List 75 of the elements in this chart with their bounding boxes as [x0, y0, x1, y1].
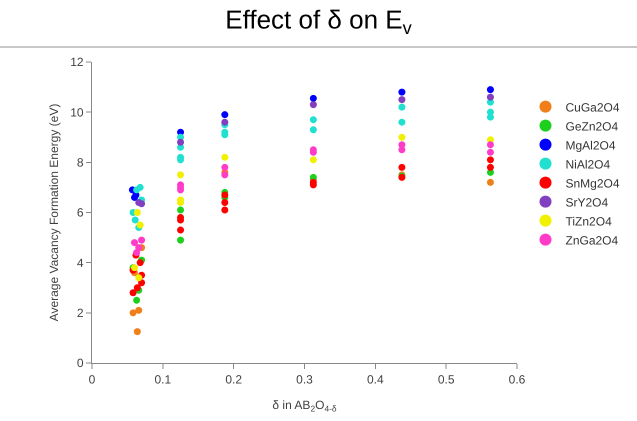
point	[135, 274, 142, 282]
point	[177, 138, 184, 146]
point	[221, 154, 228, 161]
point	[310, 116, 317, 124]
legend-label: ZnGa2O4	[566, 233, 619, 248]
point	[398, 96, 406, 104]
x-tick-label: 0.2	[225, 372, 242, 386]
x-tick-label: 0.1	[154, 372, 172, 386]
legend-label: CuGa2O4	[566, 100, 620, 114]
point	[177, 236, 184, 244]
point	[134, 209, 141, 216]
point	[398, 146, 406, 154]
legend-label: GeZn2O4	[566, 119, 619, 134]
point	[486, 94, 494, 101]
point	[310, 156, 317, 164]
y-tick-label: 10	[70, 105, 84, 120]
point	[131, 239, 138, 246]
legend-label: SnMg2O4	[566, 176, 620, 190]
point	[134, 328, 141, 336]
point	[398, 118, 406, 126]
y-tick-label: 4	[76, 256, 84, 270]
point	[133, 186, 140, 194]
point	[221, 118, 228, 126]
point	[130, 309, 137, 316]
point	[177, 171, 184, 178]
point	[133, 249, 140, 256]
point	[310, 126, 317, 134]
point	[136, 222, 144, 229]
point	[486, 141, 494, 148]
point	[221, 191, 228, 198]
x-axis-title: δ in AB$_{2}$O$_{4-δ}$	[272, 398, 337, 414]
point	[136, 259, 144, 266]
x-tick-label: 0.6	[508, 372, 526, 386]
point	[398, 104, 406, 111]
chart-title: Effect of δ on E$_{v}$	[225, 4, 413, 38]
point	[310, 94, 317, 102]
legend-label: SrY2O4	[566, 195, 609, 210]
point	[486, 86, 494, 94]
x-tick-label: 0.4	[366, 372, 384, 386]
point	[135, 306, 142, 314]
point	[221, 164, 228, 171]
legend-label: TiZn2O4	[566, 214, 612, 228]
legend-label: MgAl2O4	[566, 138, 616, 152]
point	[486, 178, 494, 186]
point	[398, 164, 406, 171]
point	[177, 226, 184, 234]
point	[398, 134, 406, 141]
point	[177, 206, 184, 214]
y-tick-label: 2	[76, 306, 84, 320]
y-tick-label: 0	[76, 356, 84, 370]
point	[486, 114, 494, 121]
point	[133, 296, 140, 304]
point	[131, 194, 138, 201]
y-tick-label: 12	[70, 55, 84, 70]
x-tick-label: 0	[88, 372, 96, 386]
point	[310, 101, 317, 108]
point	[221, 198, 228, 206]
point	[132, 216, 139, 224]
point	[486, 148, 494, 156]
point	[134, 284, 141, 292]
legend-label: NiAl2O4	[566, 157, 611, 172]
point	[398, 88, 406, 96]
point	[486, 156, 494, 164]
point	[138, 200, 146, 208]
y-axis-title: Average Vacancy Formation Energy (eV)	[47, 104, 61, 322]
point	[486, 164, 494, 171]
point	[138, 236, 146, 244]
point	[221, 206, 228, 214]
y-tick-label: 6	[76, 206, 84, 220]
point	[130, 289, 137, 296]
x-tick-label: 0.3	[296, 372, 314, 386]
point	[221, 111, 228, 118]
x-tick-label: 0.5	[438, 372, 455, 386]
point	[221, 171, 228, 178]
y-tick-label: 8	[76, 156, 84, 170]
